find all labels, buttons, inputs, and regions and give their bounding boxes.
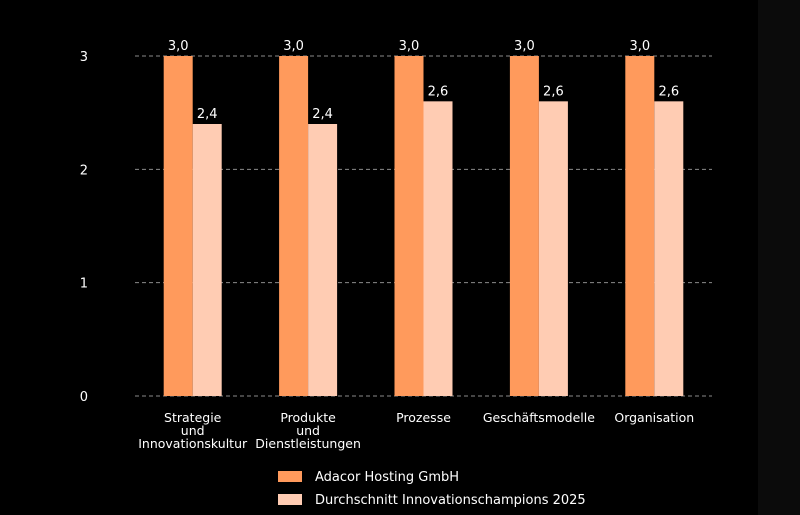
bar-s2-c1 [192,124,222,396]
right-edge-strip [758,0,800,515]
x-tick-label-4-line-1: Geschäftsmodelle [483,410,595,425]
data-label-s1-c5: 3,0 [629,39,650,54]
bar-s1-c1 [163,56,193,396]
data-label-s2-c1: 2,4 [197,107,218,122]
data-label-s2-c2: 2,4 [312,107,333,122]
x-tick-label-3-line-1: Prozesse [396,410,451,425]
legend-swatch-1 [278,471,302,482]
bar-s2-c5 [654,101,684,396]
x-tick-label-2-line-1: Produkte [280,410,336,425]
legend-swatch-2 [278,494,302,505]
x-tick-label-2-line-2: und [296,423,320,438]
data-label-s1-c1: 3,0 [168,39,189,54]
data-label-s1-c4: 3,0 [514,39,535,54]
y-tick-label-2: 2 [80,163,88,178]
bar-s1-c4 [509,56,539,396]
bar-s1-c3 [394,56,424,396]
legend-label-2: Durchschnitt Innovationschampions 2025 [315,493,586,508]
data-label-s2-c5: 2,6 [658,84,679,99]
y-tick-label-0: 0 [80,390,88,405]
y-tick-label-1: 1 [80,277,88,292]
x-tick-label-2-line-3: Dienstleistungen [255,436,361,451]
x-tick-label-1-line-3: Innovationskultur [138,436,248,451]
bar-s1-c5 [625,56,655,396]
bar-s2-c3 [423,101,453,396]
x-tick-label-5-line-1: Organisation [614,410,694,425]
data-label-s1-c2: 3,0 [283,39,304,54]
x-tick-label-1-line-2: und [181,423,205,438]
x-tick-label-1-line-1: Strategie [164,410,222,425]
bar-s1-c2 [279,56,309,396]
legend-label-1: Adacor Hosting GmbH [315,470,459,485]
data-label-s1-c3: 3,0 [399,39,420,54]
data-label-s2-c3: 2,6 [428,84,449,99]
bar-s2-c4 [538,101,568,396]
data-label-s2-c4: 2,6 [543,84,564,99]
bar-s2-c2 [308,124,338,396]
y-tick-label-3: 3 [80,50,88,65]
